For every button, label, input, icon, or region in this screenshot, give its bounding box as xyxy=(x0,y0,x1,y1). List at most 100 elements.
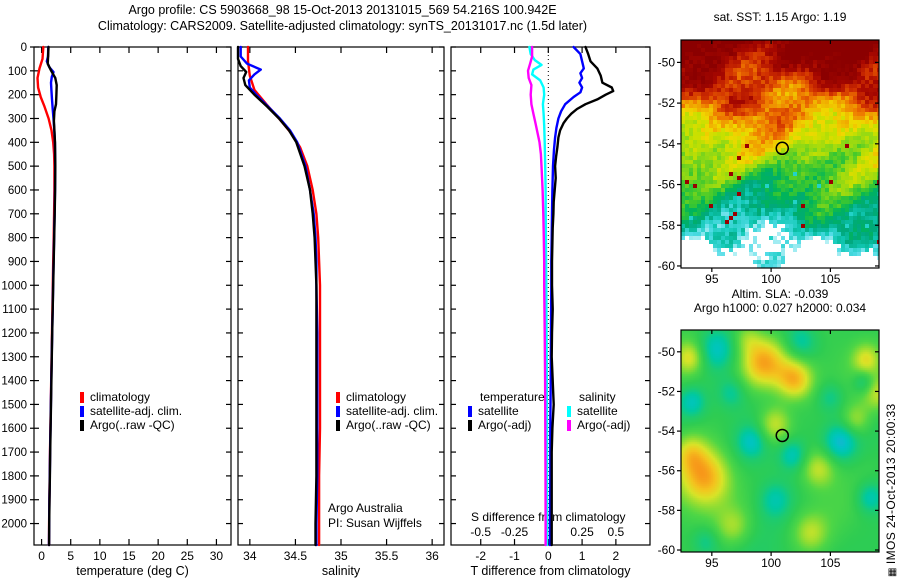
series-satellite-t xyxy=(548,45,585,547)
x-tick-label: 0 xyxy=(38,549,45,563)
x-tick-label: 25 xyxy=(181,549,195,563)
depth-tick-label: 700 xyxy=(8,209,27,221)
legend-label: satellite xyxy=(478,404,519,418)
depth-tick-label: 1800 xyxy=(1,471,27,483)
argo-adj-s-color-swatch xyxy=(567,419,571,431)
map-x-tick-label: 95 xyxy=(705,556,719,570)
attribution-line1: Argo Australia xyxy=(328,501,403,515)
legend-item-satellite-adj-clim: satellite-adj. clim. xyxy=(80,404,182,418)
x-axis-label: temperature (deg C) xyxy=(76,564,189,578)
map-y-tick-label: -52 xyxy=(658,96,676,110)
satellite-adj-color-swatch xyxy=(336,405,340,417)
map-y-tick-label: -54 xyxy=(658,137,676,151)
depth-tick-label: 2000 xyxy=(1,519,27,531)
axes-box xyxy=(237,46,445,546)
legend-diff-temperature: temperature satellite Argo(-adj) xyxy=(468,390,545,432)
inner-axis-label: S difference from climatology xyxy=(471,510,626,524)
map-box xyxy=(680,329,880,553)
x-tick-label: 0 xyxy=(545,549,552,563)
depth-tick-label: 0 xyxy=(21,42,27,54)
legend-label: climatology xyxy=(346,390,407,404)
depth-tick-label: 500 xyxy=(8,161,27,173)
inner-axis-tick-label: 0.5 xyxy=(608,525,625,539)
imos-logo-glyph: ▦ xyxy=(887,567,898,577)
legend-item-satellite-t: satellite xyxy=(468,404,545,418)
legend-item-satellite-adj-clim: satellite-adj. clim. xyxy=(336,404,438,418)
climatology-color-swatch xyxy=(336,391,340,403)
map-y-tick-label: -50 xyxy=(658,345,676,359)
depth-tick-label: 400 xyxy=(8,137,27,149)
map-y-tick-label: -60 xyxy=(658,543,676,557)
satellite-s-color-swatch xyxy=(567,405,571,417)
x-tick-label: -1 xyxy=(509,549,520,563)
sla-map-title: Altim. SLA: -0.039 Argo h1000: 0.027 h20… xyxy=(655,287,900,315)
x-tick-label: 36 xyxy=(425,549,439,563)
figure-title-line2: Climatology: CARS2009. Satellite-adjuste… xyxy=(97,18,588,33)
satellite-t-color-swatch xyxy=(468,405,472,417)
x-tick-label: 1 xyxy=(579,549,586,563)
x-tick-label: 20 xyxy=(151,549,165,563)
series-argo-adj-t xyxy=(550,45,615,547)
sla-title-line2: Argo h1000: 0.027 h2000: 0.034 xyxy=(693,300,867,315)
legend-header-temperature: temperature xyxy=(480,390,545,404)
map-y-tick-label: -54 xyxy=(658,424,676,438)
climatology-color-swatch xyxy=(80,391,84,403)
sst_map-axes: 95 100 105 -50 -52 -54 -56 -58 -60 xyxy=(658,39,880,286)
difference_profile-plot: -2 -1 0 1 2T difference from climatology S di… xyxy=(450,45,651,578)
depth-tick-label: 900 xyxy=(8,256,27,268)
axes-box xyxy=(33,46,232,546)
depth-tick-label: 1900 xyxy=(1,495,27,507)
sla_map-axes: 95 100 105 -50 -52 -54 -56 -58 -60 xyxy=(658,329,880,570)
inner-axis-tick-label: 0 xyxy=(545,525,552,539)
legend-item-argo-adj-s: Argo(-adj) xyxy=(567,418,630,432)
map-x-tick-label: 105 xyxy=(820,556,840,570)
x-tick-label: 15 xyxy=(122,549,136,563)
map-y-tick-label: -58 xyxy=(658,218,676,232)
series-satellite-adj-clim- xyxy=(239,45,319,547)
x-tick-label: -2 xyxy=(475,549,486,563)
temperature_profile-plot: 0 5 10 15 20 25 300100200300400500600700800900… xyxy=(1,42,232,578)
attribution: Argo Australia PI: Susan Wijffels xyxy=(328,501,422,530)
map-y-tick-label: -58 xyxy=(658,503,676,517)
inner-axis-tick-label: -0.25 xyxy=(501,525,529,539)
x-axis-label: T difference from climatology xyxy=(470,564,631,578)
sla-title-line1: Altim. SLA: -0.039 xyxy=(731,287,829,301)
x-tick-label: 35 xyxy=(334,549,348,563)
legend-label: Argo(..raw -QC) xyxy=(90,418,175,432)
legend-item-satellite-s: satellite xyxy=(567,404,630,418)
legend-temperature-plot: climatology satellite-adj. clim. Argo(..… xyxy=(80,390,182,432)
sla_map-float-marker xyxy=(775,428,790,443)
depth-tick-label: 600 xyxy=(8,185,27,197)
depth-tick-label: 800 xyxy=(8,233,27,245)
argo-color-swatch xyxy=(336,419,340,431)
x-tick-label: 35.5 xyxy=(375,549,399,563)
legend-label: Argo(-adj) xyxy=(478,418,532,432)
sst-map-title: sat. SST: 1.15 Argo: 1.19 xyxy=(713,10,847,24)
legend-label: satellite xyxy=(577,404,618,418)
imos-timestamp: ▦ IMOS 24-Oct-2013 20:00:33 xyxy=(884,403,898,577)
x-axis-label: salinity xyxy=(322,564,361,578)
legend-label: satellite-adj. clim. xyxy=(90,404,183,418)
map-y-tick-label: -56 xyxy=(658,178,676,192)
satellite-adj-color-swatch xyxy=(80,405,84,417)
series-argo-adj-s xyxy=(526,45,547,547)
map-x-tick-label: 100 xyxy=(761,556,781,570)
x-tick-label: 34.5 xyxy=(284,549,308,563)
legend-item-climatology: climatology xyxy=(80,390,182,404)
figure-title: Argo profile: CS 5903668_98 15-Oct-2013 … xyxy=(30,3,655,34)
legend-diff-salinity: salinity satellite Argo(-adj) xyxy=(567,390,630,432)
depth-tick-label: 1500 xyxy=(1,399,27,411)
imos-timestamp-text: IMOS 24-Oct-2013 20:00:33 xyxy=(884,403,898,565)
legend-label: Argo(..raw -QC) xyxy=(346,418,431,432)
inner-axis-tick-label: 0.25 xyxy=(570,525,594,539)
inner-axis-tick-label: -0.5 xyxy=(470,525,491,539)
map-y-tick-label: -56 xyxy=(658,464,676,478)
x-tick-label: 30 xyxy=(210,549,224,563)
x-tick-label: 2 xyxy=(613,549,620,563)
legend-salinity-plot: climatology satellite-adj. clim. Argo(..… xyxy=(336,390,438,432)
sst_map-float-marker xyxy=(775,141,790,156)
legend-item-argo-raw: Argo(..raw -QC) xyxy=(80,418,182,432)
map-y-tick-label: -60 xyxy=(658,259,676,273)
